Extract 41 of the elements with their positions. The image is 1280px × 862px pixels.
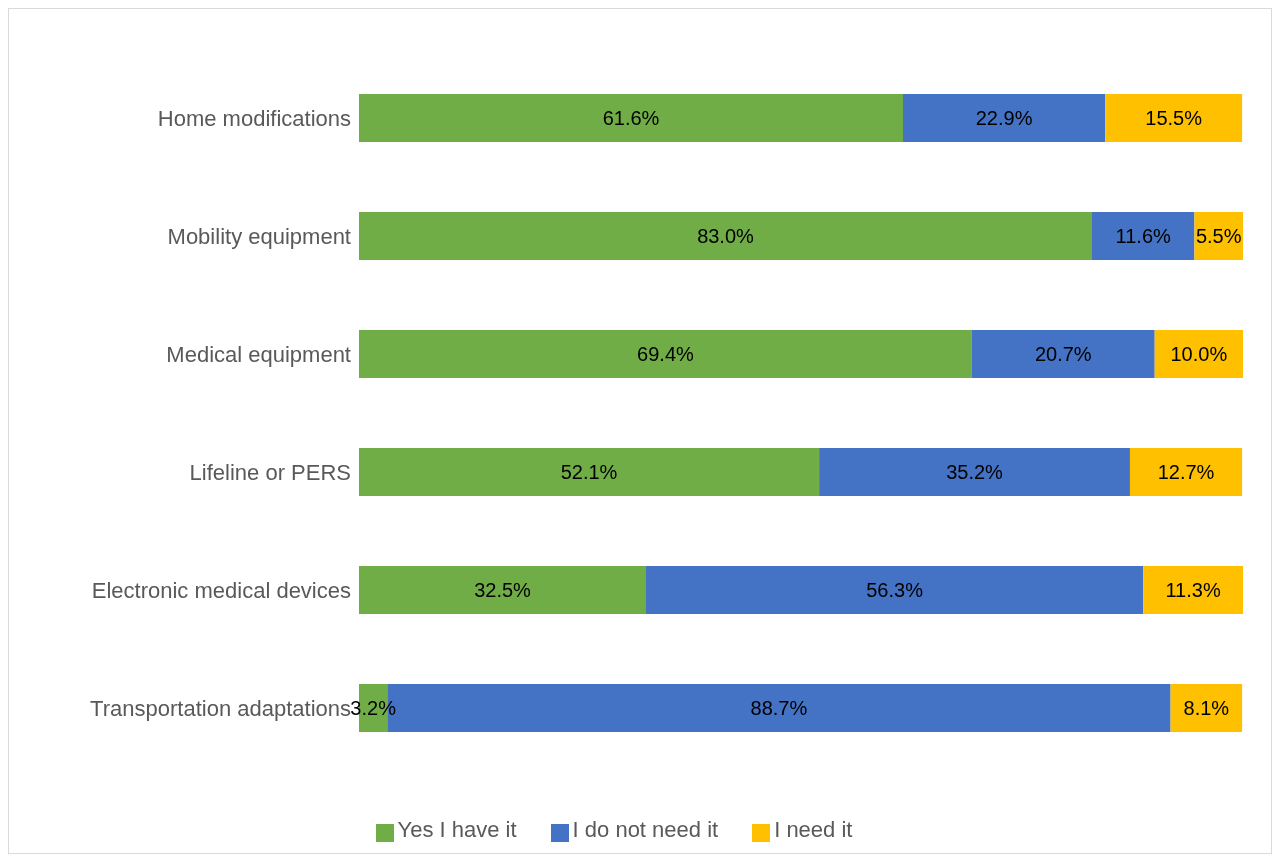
y-tick-label: Electronic medical devices [91, 577, 351, 603]
data-label: 32.5% [474, 579, 532, 602]
legend-label: I do not need it [572, 817, 719, 842]
data-label: 12.7% [1157, 461, 1215, 484]
bar [1129, 448, 1243, 496]
data-label: 69.4% [637, 343, 695, 366]
bar [903, 94, 1106, 142]
bar [1091, 212, 1195, 260]
bar [1154, 330, 1243, 378]
data-label: 15.5% [1145, 107, 1203, 130]
bar [1143, 566, 1243, 614]
data-label: 11.3% [1165, 579, 1221, 602]
data-label: 56.3% [866, 579, 924, 602]
y-tick-label: Medical equipment [166, 341, 351, 367]
data-label: 88.7% [750, 697, 808, 720]
bar [819, 448, 1130, 496]
bar [646, 566, 1144, 614]
y-tick-label: Transportation adaptations [90, 695, 351, 721]
bar [359, 212, 1092, 260]
legend-label: Yes I have it [397, 817, 517, 842]
legend-label: I need it [774, 817, 853, 842]
data-label: 83.0% [697, 225, 755, 248]
y-tick-label: Lifeline or PERS [189, 459, 351, 485]
bar [359, 330, 972, 378]
data-label: 20.7% [1034, 343, 1092, 366]
bar [1170, 684, 1243, 732]
bar [359, 566, 647, 614]
bar [359, 448, 820, 496]
bar [971, 330, 1155, 378]
bar [359, 94, 903, 142]
data-label: 52.1% [560, 461, 618, 484]
data-label: 11.6% [1115, 225, 1172, 248]
y-tick-label: Home modifications [157, 105, 351, 131]
data-label: 8.1% [1183, 697, 1230, 720]
bar [1105, 94, 1243, 142]
data-label: 10.0% [1170, 343, 1228, 366]
data-label: 61.6% [602, 107, 660, 130]
y-tick-label: Mobility equipment [167, 223, 351, 249]
data-label: 5.5% [1195, 225, 1242, 248]
data-label: 22.9% [975, 107, 1033, 130]
data-label: 35.2% [946, 461, 1004, 484]
